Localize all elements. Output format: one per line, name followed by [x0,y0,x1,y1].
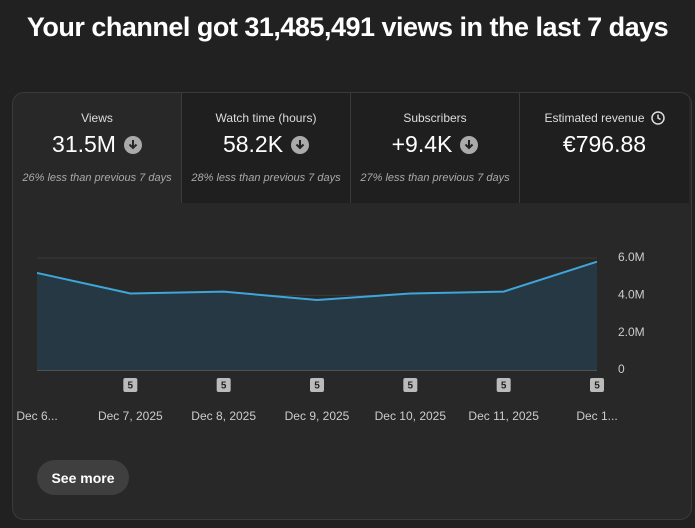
metric-tabs: Views 31.5M 26% less than previous 7 day… [13,93,691,203]
down-icon [123,135,142,154]
x-tick-label: Dec 11, 2025 [468,409,539,423]
metric-value: 31.5M [52,131,116,157]
metric-value: 58.2K [222,131,284,157]
marker-badge [216,378,231,392]
metric-tab[interactable]: Views 31.5M 26% less than previous 7 day… [13,93,182,203]
y-tick-label: 0 [618,362,625,376]
x-tick-label: Dec 7, 2025 [98,409,163,423]
y-tick-label: 4.0M [618,288,645,302]
metric-note: 26% less than previous 7 days [22,172,172,184]
area [37,261,597,370]
metric-value: €796.88 [562,131,647,157]
marker-badge [310,378,324,392]
metric-value-row: +9.4K [351,131,519,158]
see-more-button[interactable]: See more [37,460,129,495]
metric-tab[interactable]: Watch time (hours) 58.2K 28% less than p… [182,93,351,203]
metric-label: Subscribers [403,111,467,125]
x-tick-label: Dec 9, 2025 [285,409,350,423]
marker-badge [590,378,604,392]
metric-value-row: 31.5M [13,131,181,158]
x-tick-label: Dec 10, 2025 [375,409,447,423]
marker-badge [496,378,511,392]
marker-label: 5 [314,381,320,392]
metric-tab[interactable]: Subscribers +9.4K 27% less than previous… [351,93,520,203]
metric-tab[interactable]: Estimated revenue €796.88 [520,93,689,203]
marker-badge [123,378,138,392]
x-tick-label: Dec 6... [16,409,57,423]
marker-label: 5 [594,381,600,392]
metric-label: Views [81,111,113,125]
metric-label-row: Estimated revenue [520,111,689,125]
metric-value: +9.4K [391,131,453,157]
down-icon [460,135,479,154]
metric-value-row: 58.2K [182,131,350,158]
x-tick-label: Dec 8, 2025 [191,409,256,423]
metric-label: Estimated revenue [544,111,645,125]
y-tick-label: 2.0M [618,325,645,339]
x-tick-label: Dec 1... [576,409,617,423]
marker-label: 5 [221,381,227,392]
y-tick-label: 6.0M [618,250,645,264]
marker-label: 5 [408,381,414,392]
metric-note: 28% less than previous 7 days [191,172,341,184]
line [36,260,598,302]
page-title: Your channel got 31,485,491 views in the… [26,12,669,42]
down-icon [291,135,310,154]
metric-label: Watch time (hours) [215,111,317,125]
marker-label: 5 [128,381,134,392]
clock-icon [650,111,665,125]
marker-badge [403,378,418,392]
marker-label: 5 [501,381,507,392]
metric-note: 27% less than previous 7 days [360,172,510,184]
